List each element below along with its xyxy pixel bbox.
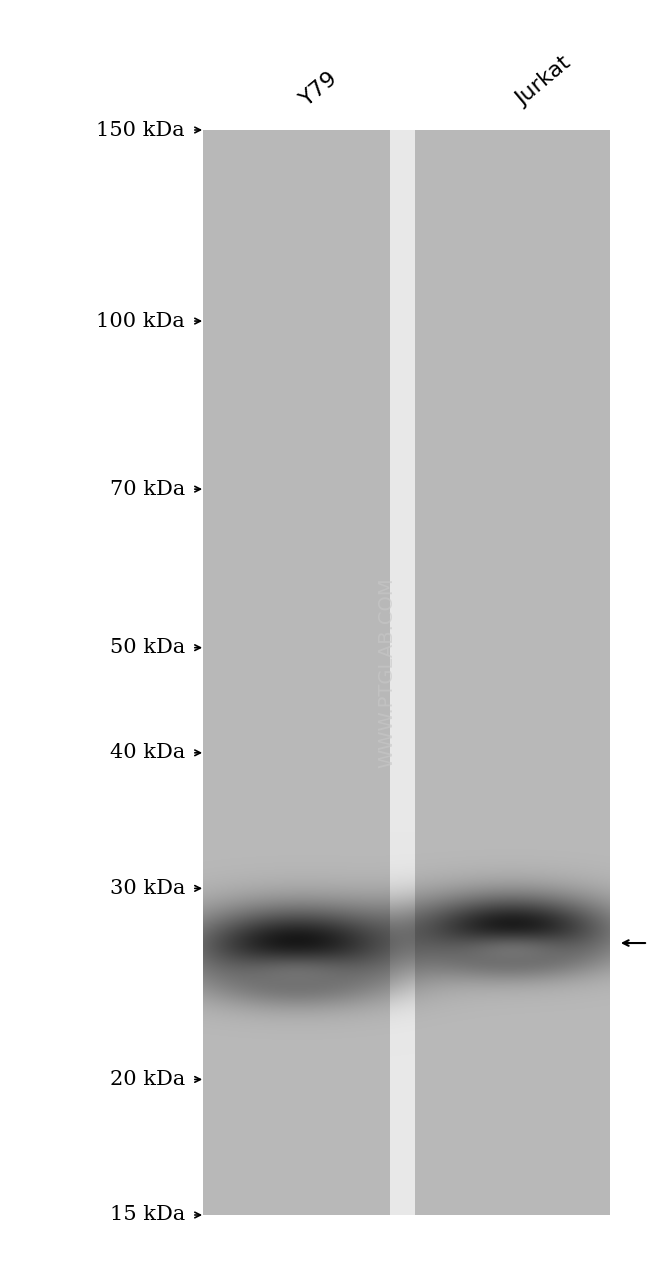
Bar <box>390 130 415 1215</box>
Text: 50 kDa: 50 kDa <box>110 638 185 657</box>
Text: 70 kDa: 70 kDa <box>110 480 185 499</box>
Text: 15 kDa: 15 kDa <box>110 1206 185 1225</box>
Text: Jurkat: Jurkat <box>512 54 575 110</box>
Text: Y79: Y79 <box>296 68 341 110</box>
Bar <box>415 130 610 1215</box>
Text: 20 kDa: 20 kDa <box>110 1071 185 1088</box>
Text: 100 kDa: 100 kDa <box>96 311 185 330</box>
Text: 150 kDa: 150 kDa <box>96 120 185 139</box>
Text: WWW.PTGLAB.COM: WWW.PTGLAB.COM <box>377 577 396 768</box>
Text: 30 kDa: 30 kDa <box>110 879 185 898</box>
Text: 40 kDa: 40 kDa <box>110 744 185 762</box>
Bar <box>203 130 390 1215</box>
